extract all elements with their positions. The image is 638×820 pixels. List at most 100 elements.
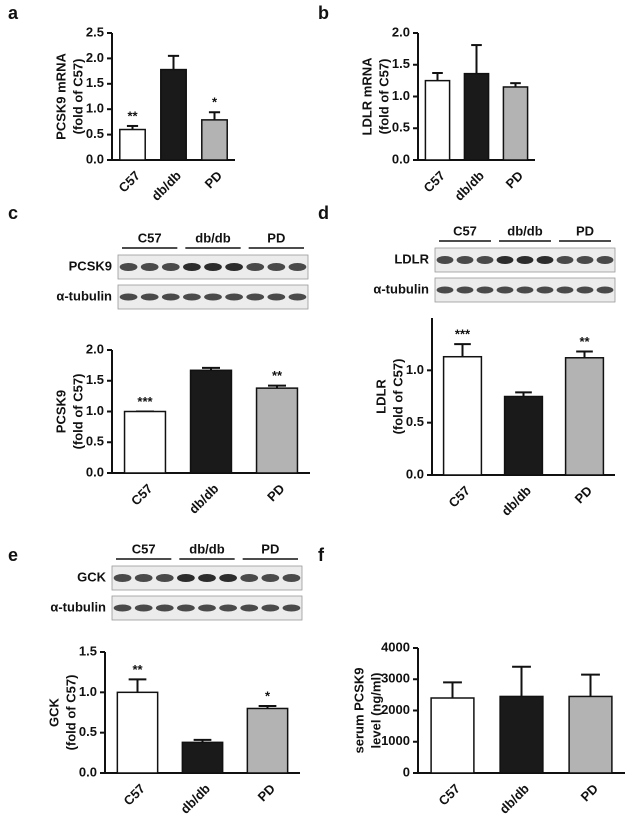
y-tick-label: 1.0 — [86, 403, 104, 418]
x-tick-label: C57 — [436, 781, 463, 808]
y-tick-label: 3000 — [381, 671, 410, 686]
blot-band — [516, 256, 534, 264]
blot-band — [476, 256, 494, 264]
y-tick-label: 2.5 — [86, 24, 104, 39]
y-tick-label: 1000 — [381, 733, 410, 748]
panel-letter: e — [8, 545, 18, 565]
y-axis-label: (fold of C57) — [376, 59, 391, 135]
blot-row-label: GCK — [77, 569, 107, 584]
blot-band — [198, 604, 216, 612]
blot-band — [219, 574, 237, 582]
y-tick-label: 1.0 — [392, 88, 410, 103]
x-tick-label: PD — [572, 483, 595, 506]
blot-row-label: α-tubulin — [50, 599, 106, 614]
bar — [189, 369, 233, 474]
significance: ** — [132, 662, 143, 677]
blot-band — [476, 286, 494, 294]
blot-row-label: PCSK9 — [69, 258, 112, 273]
y-tick-label: 1.5 — [86, 75, 104, 90]
blot-band — [246, 263, 265, 271]
blot-group-label: C57 — [453, 223, 477, 238]
significance: ** — [272, 368, 283, 383]
blot-band — [267, 263, 286, 271]
x-tick-label: PD — [202, 168, 225, 191]
x-tick-label: C57 — [128, 481, 155, 508]
blot-group-label: db/db — [195, 230, 230, 245]
bar — [201, 119, 228, 161]
y-tick-label: 0.0 — [79, 764, 97, 779]
x-tick-label: db/db — [498, 483, 534, 519]
bar — [502, 86, 529, 161]
blot-band — [161, 293, 180, 301]
y-tick-label: 1.5 — [86, 372, 104, 387]
blot-band — [161, 263, 180, 271]
blot-band — [496, 286, 514, 294]
blot-row-label: LDLR — [394, 251, 429, 266]
blot-group-label: db/db — [507, 223, 542, 238]
x-tick-label: PD — [578, 781, 601, 804]
blot-band — [204, 293, 222, 301]
bar — [255, 387, 299, 474]
y-tick-label: 0 — [403, 764, 410, 779]
blot-band — [177, 604, 195, 612]
x-tick-label: C57 — [116, 168, 143, 195]
blot-band — [140, 263, 159, 271]
y-tick-label: 2.0 — [86, 50, 104, 65]
blot-band — [240, 604, 259, 612]
y-tick-label: 2000 — [381, 702, 410, 717]
y-axis-label: PCSK9 mRNA — [53, 53, 68, 140]
bar — [463, 72, 490, 161]
blot-band — [119, 293, 138, 301]
blot-group-label: C57 — [132, 541, 156, 556]
x-tick-label: PD — [255, 781, 278, 804]
blot-band — [596, 286, 614, 294]
blot-group-label: PD — [576, 223, 594, 238]
x-tick-label: db/db — [186, 481, 222, 517]
bar — [568, 695, 613, 774]
blot-band — [240, 574, 259, 582]
blot-band — [576, 256, 594, 264]
significance: * — [265, 688, 271, 703]
blot-band — [261, 574, 280, 582]
panel-letter: d — [318, 203, 329, 223]
blot-band — [456, 286, 474, 294]
blot-band — [113, 604, 132, 612]
blot-band — [282, 574, 301, 582]
blot-band — [177, 574, 195, 582]
blot-band — [596, 256, 614, 264]
panel-letter: a — [8, 3, 19, 23]
x-tick-label: db/db — [148, 168, 184, 204]
x-tick-label: db/db — [496, 781, 532, 817]
blot-band — [119, 263, 138, 271]
significance: ** — [579, 334, 590, 349]
blot-band — [225, 293, 243, 301]
y-tick-label: 4000 — [381, 639, 410, 654]
x-tick-label: C57 — [446, 483, 473, 510]
bar — [564, 357, 605, 476]
y-tick-label: 0.0 — [406, 466, 424, 481]
blot-band — [556, 286, 574, 294]
y-axis-label: GCK — [46, 697, 61, 727]
bar — [503, 395, 544, 476]
blot-band — [155, 604, 174, 612]
blot-band — [536, 256, 554, 264]
y-tick-label: 0.5 — [86, 126, 104, 141]
blot-band — [288, 293, 307, 301]
blot-band — [113, 574, 132, 582]
blot-band — [288, 263, 307, 271]
y-tick-label: 0.5 — [406, 414, 424, 429]
bar — [119, 128, 146, 161]
blot-group-label: db/db — [189, 541, 224, 556]
blot-band — [155, 574, 174, 582]
y-tick-label: 0.5 — [86, 434, 104, 449]
blot-band — [183, 293, 201, 301]
blot-group-label: PD — [267, 230, 285, 245]
significance: * — [212, 95, 218, 110]
y-tick-label: 0.5 — [79, 724, 97, 739]
x-tick-label: PD — [503, 168, 526, 191]
blot-row-label: α-tubulin — [56, 288, 112, 303]
blot-group-label: PD — [261, 541, 279, 556]
blot-band — [134, 604, 153, 612]
panel-letter: c — [8, 203, 18, 223]
y-tick-label: 1.5 — [79, 643, 97, 658]
